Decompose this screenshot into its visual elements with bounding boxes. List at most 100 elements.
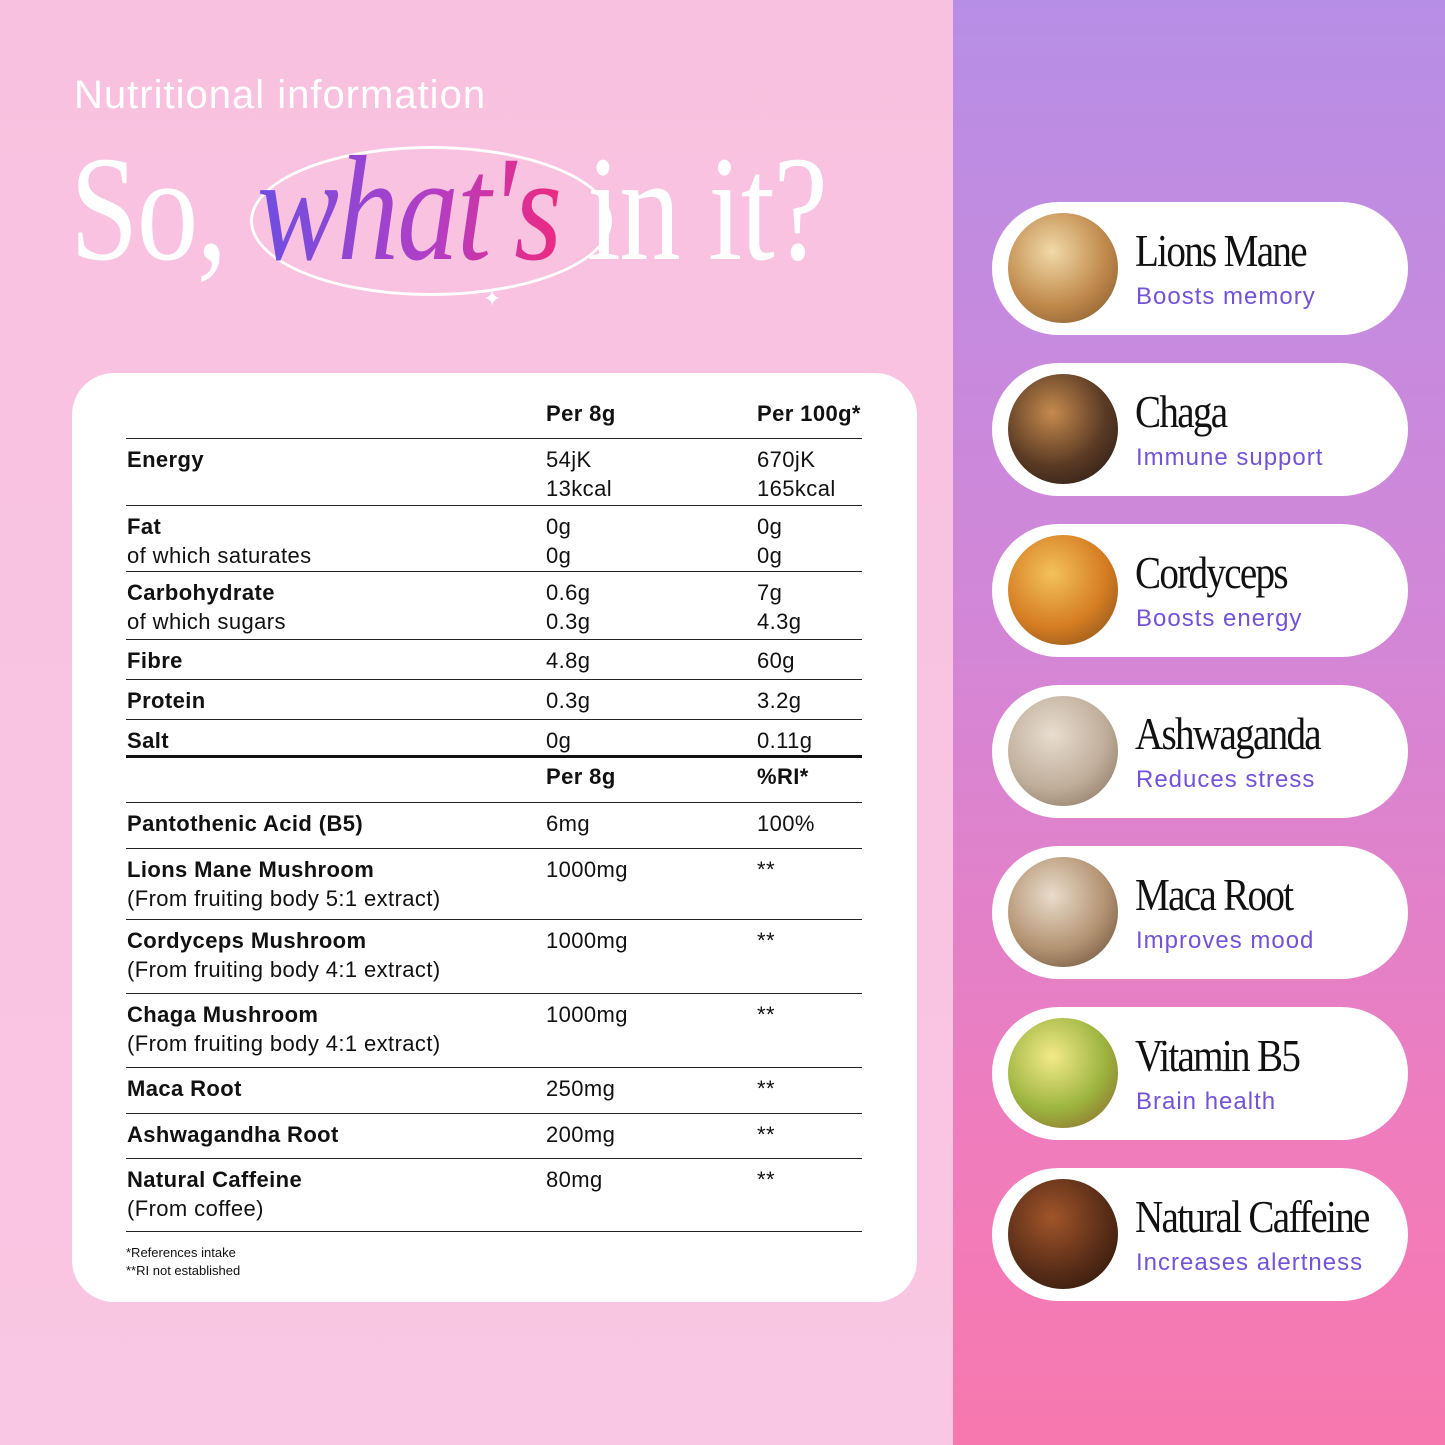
value-col2: Per 100g*	[757, 401, 861, 426]
value-col2: 60g	[757, 648, 795, 673]
ingredient-name: Maca Root	[1135, 869, 1294, 920]
ingredient-benefit: Increases alertness	[1136, 1249, 1364, 1276]
table-row: Protein 0.3g 3.2g	[126, 680, 862, 720]
table-header-row: Per 8g %RI*	[126, 758, 862, 803]
value-col2: **	[757, 1167, 775, 1192]
nutrient-name: Ashwagandha Root	[127, 1122, 339, 1147]
value-col1: 0.3g	[546, 688, 591, 713]
ingredient-benefit: Improves mood	[1136, 927, 1315, 954]
ingredient-card: Cordyceps Boosts energy	[992, 524, 1408, 657]
table-row: Fibre 4.8g 60g	[126, 640, 862, 680]
ingredient-card: Natural Caffeine Increases alertness	[992, 1168, 1408, 1301]
ingredient-benefit: Brain health	[1136, 1088, 1277, 1115]
value-col1: 6mg	[546, 811, 590, 836]
ingredient-name: Lions Mane	[1135, 225, 1308, 276]
table-header-row: Per 8g Per 100g*	[126, 395, 862, 439]
footnotes: *References intake **RI not established	[126, 1244, 240, 1280]
footnote-not-established: **RI not established	[126, 1263, 241, 1278]
ingredient-card: Chaga Immune support	[992, 363, 1408, 496]
ingredient-card: Vitamin B5 Brain health	[992, 1007, 1408, 1140]
value-col1: 1000mg	[546, 1002, 628, 1027]
ingredient-name: Vitamin B5	[1135, 1030, 1301, 1081]
nutrient-name: Protein	[127, 688, 206, 713]
value-col2: **	[757, 1076, 775, 1101]
value-col2: **	[757, 928, 775, 953]
nutrient-name: Pantothenic Acid (B5)	[127, 811, 364, 836]
row-label: Salt	[127, 726, 169, 755]
value-col2: **	[757, 857, 775, 882]
table-row: Fat of which saturates 0g 0g 0g 0g	[126, 506, 862, 572]
value-col1: 1000mg	[546, 857, 628, 882]
ingredient-photo	[1008, 1179, 1118, 1289]
value-col2: 7g 4.3g	[757, 580, 802, 634]
value-col1: 250mg	[546, 1076, 616, 1101]
table-row: Natural Caffeine (From coffee) 80mg **	[126, 1159, 862, 1232]
row-label: Energy	[127, 445, 204, 474]
value-col1: Per 8g	[546, 764, 616, 789]
nutrient-name: Chaga Mushroom	[127, 1002, 319, 1027]
value-col1: 0g 0g	[546, 514, 572, 568]
ellipse-outline	[250, 146, 612, 296]
value-col2: 0g 0g	[757, 514, 783, 568]
nutrition-table: Per 8g Per 100g* Energy 54jK 13kcal 670jK 16…	[126, 395, 862, 1232]
nutrient-name: Cordyceps Mushroom	[127, 928, 367, 953]
ingredient-name: Natural Caffeine	[1135, 1191, 1370, 1242]
value-col2: %RI*	[757, 764, 809, 789]
nutrient-name: Carbohydrate	[127, 580, 275, 605]
table-row: Lions Mane Mushroom (From fruiting body 5…	[126, 849, 862, 920]
value-col1: 80mg	[546, 1167, 603, 1192]
headline: So, what's in it?	[70, 134, 828, 284]
nutrient-subtext: (From fruiting body 5:1 extract)	[127, 886, 441, 911]
table-row: Maca Root 250mg **	[126, 1068, 862, 1114]
row-label: Fibre	[127, 646, 183, 675]
nutrient-name: Salt	[127, 728, 169, 753]
ingredient-photo	[1008, 857, 1118, 967]
ingredient-name: Ashwaganda	[1135, 708, 1322, 759]
row-label: Carbohydrate of which sugars	[127, 578, 286, 636]
nutrient-subtext: (From fruiting body 4:1 extract)	[127, 957, 441, 982]
value-col2: **	[757, 1122, 775, 1147]
ingredient-card: Maca Root Improves mood	[992, 846, 1408, 979]
nutrient-name: Fat	[127, 514, 162, 539]
value-col2: 670jK 165kcal	[757, 447, 836, 501]
nutrient-subtext: of which saturates	[127, 543, 312, 568]
row-label: Maca Root	[127, 1074, 242, 1103]
value-col1: 54jK 13kcal	[546, 447, 612, 501]
table-row: Energy 54jK 13kcal 670jK 165kcal	[126, 439, 862, 506]
ingredient-card: Lions Mane Boosts memory	[992, 202, 1408, 335]
footnote-ri: *References intake	[126, 1245, 236, 1260]
table-row: Cordyceps Mushroom (From fruiting body 4:…	[126, 920, 862, 994]
value-col1: Per 8g	[546, 401, 616, 426]
row-label: Fat of which saturates	[127, 512, 312, 570]
nutrient-name: Maca Root	[127, 1076, 242, 1101]
table-row: Pantothenic Acid (B5) 6mg 100%	[126, 803, 862, 849]
nutrient-name: Natural Caffeine	[127, 1167, 303, 1192]
row-label: Pantothenic Acid (B5)	[127, 809, 363, 838]
ingredient-photo	[1008, 374, 1118, 484]
ingredient-benefit: Immune support	[1136, 444, 1324, 471]
row-label: Chaga Mushroom (From fruiting body 4:1 ex…	[127, 1000, 441, 1058]
row-label: Protein	[127, 686, 206, 715]
ingredient-name: Chaga	[1135, 386, 1228, 437]
nutrient-subtext: of which sugars	[127, 609, 286, 634]
value-col2: **	[757, 1002, 775, 1027]
ingredient-card: Ashwaganda Reduces stress	[992, 685, 1408, 818]
value-col2: 100%	[757, 811, 815, 836]
row-label: Cordyceps Mushroom (From fruiting body 4:…	[127, 926, 441, 984]
ingredient-photo	[1008, 1018, 1118, 1128]
headline-emphasis: what's	[254, 134, 572, 284]
value-col1: 4.8g	[546, 648, 591, 673]
row-label: Natural Caffeine (From coffee)	[127, 1165, 302, 1223]
table-row: Carbohydrate of which sugars 0.6g 0.3g 7g 4…	[126, 572, 862, 640]
row-label: Lions Mane Mushroom (From fruiting body 5…	[127, 855, 441, 913]
ingredient-name: Cordyceps	[1135, 547, 1289, 598]
ingredient-photo	[1008, 535, 1118, 645]
ingredient-benefit: Reduces stress	[1136, 766, 1316, 793]
kicker: Nutritional information	[74, 73, 487, 117]
value-col1: 200mg	[546, 1122, 616, 1147]
value-col2: 0.11g	[757, 728, 813, 753]
nutrient-subtext: (From fruiting body 4:1 extract)	[127, 1031, 441, 1056]
ingredient-benefit: Boosts memory	[1136, 283, 1316, 310]
sparkle-icon: ✦	[483, 286, 502, 311]
ingredient-benefit: Boosts energy	[1136, 605, 1303, 632]
